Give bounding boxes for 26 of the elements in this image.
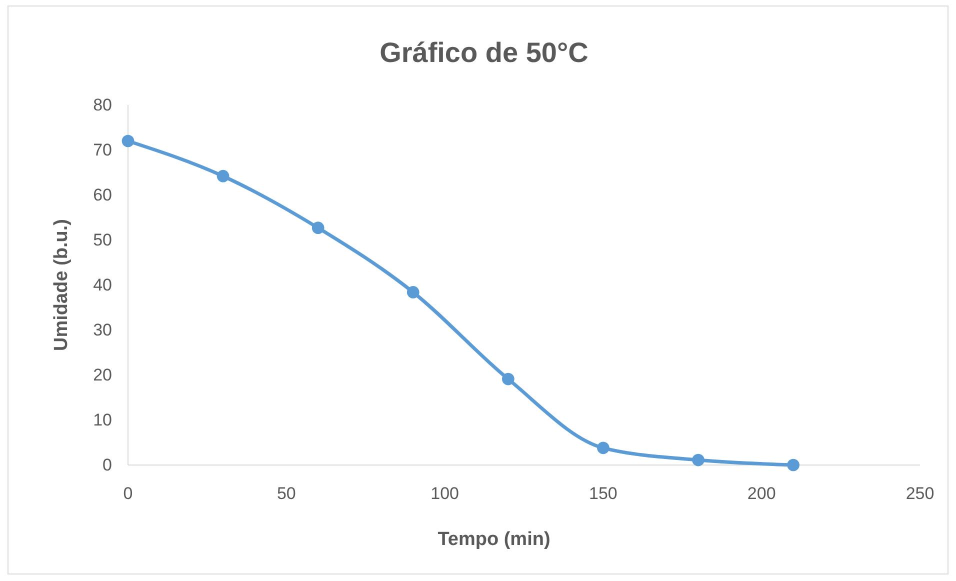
- x-tick-label: 250: [906, 484, 934, 504]
- point: [502, 372, 514, 386]
- x-tick-label: 50: [276, 484, 296, 504]
- x-tick-label: 150: [589, 484, 618, 504]
- point: [216, 170, 230, 182]
- y-axis-title: Umidade (b.u.): [51, 219, 72, 351]
- y-tick-label: 50: [93, 230, 112, 250]
- point: [312, 222, 324, 234]
- y-tick-label: 20: [93, 365, 112, 384]
- x-tick-label: 100: [430, 484, 459, 504]
- y-tick-label: 0: [102, 455, 112, 474]
- point: [787, 458, 800, 472]
- y-tick-label: 30: [93, 320, 112, 340]
- y-tick-label: 60: [93, 185, 112, 204]
- point: [406, 286, 420, 298]
- y-tick-label: 70: [93, 140, 112, 160]
- x-tick-label: 200: [747, 484, 776, 504]
- point: [692, 454, 704, 466]
- chart-title: Gráfico de 50°C: [380, 37, 588, 68]
- x-tick-label: 0: [123, 484, 133, 504]
- x-axis-title: Tempo (min): [438, 529, 550, 550]
- y-tick-label: 80: [93, 95, 112, 114]
- y-tick-label: 10: [93, 410, 112, 430]
- point: [122, 134, 134, 148]
- y-tick-label: 40: [93, 275, 112, 294]
- point: [597, 442, 610, 454]
